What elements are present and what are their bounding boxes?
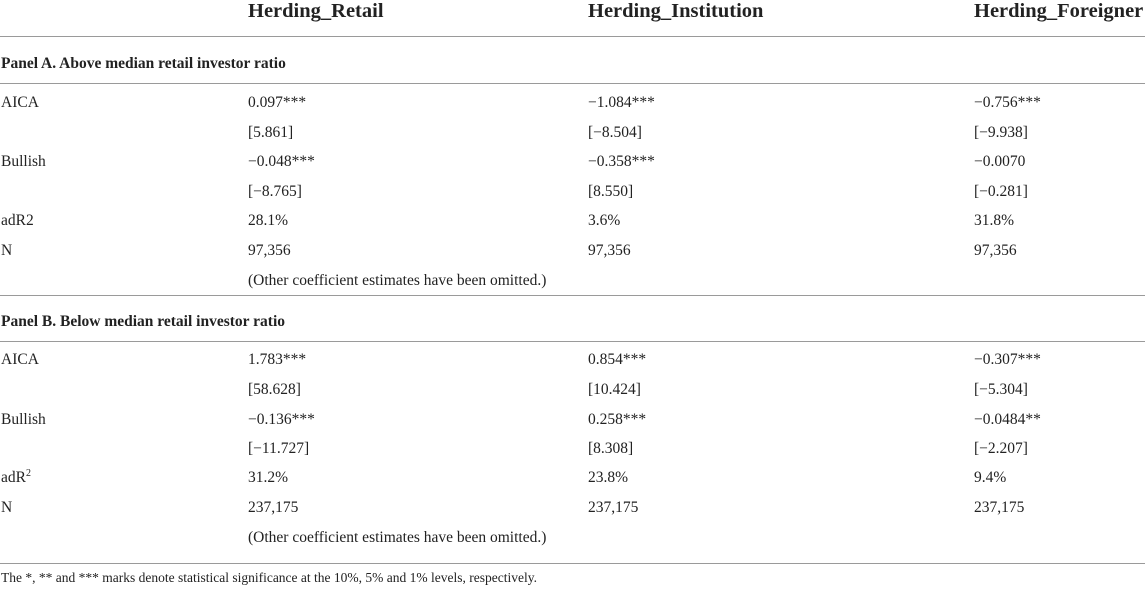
omitted-note: (Other coefficient estimates have been o… bbox=[248, 529, 547, 546]
table-cell: 23.8% bbox=[588, 469, 629, 486]
adr-label: adR bbox=[1, 469, 26, 486]
table-cell: 237,175 bbox=[248, 499, 299, 516]
table-cell: −0.0070 bbox=[974, 153, 1026, 170]
table-cell: [−8.765] bbox=[248, 183, 302, 200]
row-label: adR2 bbox=[1, 468, 31, 488]
table-cell: 237,175 bbox=[974, 499, 1025, 516]
table-cell: [8.550] bbox=[588, 183, 634, 200]
table-cell: [10.424] bbox=[588, 381, 641, 398]
table-cell: 28.1% bbox=[248, 212, 289, 229]
table-cell: [−0.281] bbox=[974, 183, 1028, 200]
column-header-herding-foreigner: Herding_Foreigner bbox=[974, 0, 1144, 22]
table-cell: −0.0484** bbox=[974, 411, 1041, 428]
column-header-herding-retail: Herding_Retail bbox=[248, 0, 384, 22]
table-cell: 0.097*** bbox=[248, 94, 307, 111]
table-cell: −0.756*** bbox=[974, 94, 1041, 111]
column-header-herding-institution: Herding_Institution bbox=[588, 0, 764, 22]
table-footnote: The *, ** and *** marks denote statistic… bbox=[1, 570, 537, 585]
table-cell: −0.307*** bbox=[974, 351, 1041, 368]
row-label: Bullish bbox=[1, 411, 46, 428]
table-cell: [−8.504] bbox=[588, 124, 642, 141]
table-cell: 9.4% bbox=[974, 469, 1007, 486]
panel-b-top-rule bbox=[0, 295, 1145, 296]
table-cell: [8.308] bbox=[588, 440, 634, 457]
row-label: AICA bbox=[1, 351, 39, 368]
table-cell: 31.2% bbox=[248, 469, 289, 486]
panel-a-rule bbox=[0, 83, 1145, 84]
table-cell: −0.048*** bbox=[248, 153, 315, 170]
panel-b-rule bbox=[0, 341, 1145, 342]
table-cell: 0.854*** bbox=[588, 351, 647, 368]
table-cell: 3.6% bbox=[588, 212, 621, 229]
table-cell: [−9.938] bbox=[974, 124, 1028, 141]
table-cell: 97,356 bbox=[588, 242, 631, 259]
table-cell: 31.8% bbox=[974, 212, 1015, 229]
row-label: adR2 bbox=[1, 212, 34, 229]
table-cell: 0.258*** bbox=[588, 411, 647, 428]
table-cell: [−5.304] bbox=[974, 381, 1028, 398]
table-cell: 1.783*** bbox=[248, 351, 307, 368]
table-cell: [58.628] bbox=[248, 381, 301, 398]
table-cell: 97,356 bbox=[974, 242, 1017, 259]
row-label: Bullish bbox=[1, 153, 46, 170]
row-label: N bbox=[1, 499, 13, 516]
header-rule bbox=[0, 36, 1145, 37]
table-cell: 237,175 bbox=[588, 499, 639, 516]
table-cell: 97,356 bbox=[248, 242, 291, 259]
row-label: N bbox=[1, 242, 13, 259]
table-cell: −0.358*** bbox=[588, 153, 655, 170]
row-label: AICA bbox=[1, 94, 39, 111]
table-cell: −0.136*** bbox=[248, 411, 315, 428]
omitted-note: (Other coefficient estimates have been o… bbox=[248, 272, 547, 289]
table-cell: [5.861] bbox=[248, 124, 294, 141]
panel-b-title: Panel B. Below median retail investor ra… bbox=[1, 313, 285, 330]
panel-a-title: Panel A. Above median retail investor ra… bbox=[1, 55, 286, 72]
table-cell: −1.084*** bbox=[588, 94, 655, 111]
table-cell: [−11.727] bbox=[248, 440, 310, 457]
bottom-rule bbox=[0, 563, 1145, 564]
table-cell: [−2.207] bbox=[974, 440, 1028, 457]
adr-superscript: 2 bbox=[25, 467, 31, 479]
